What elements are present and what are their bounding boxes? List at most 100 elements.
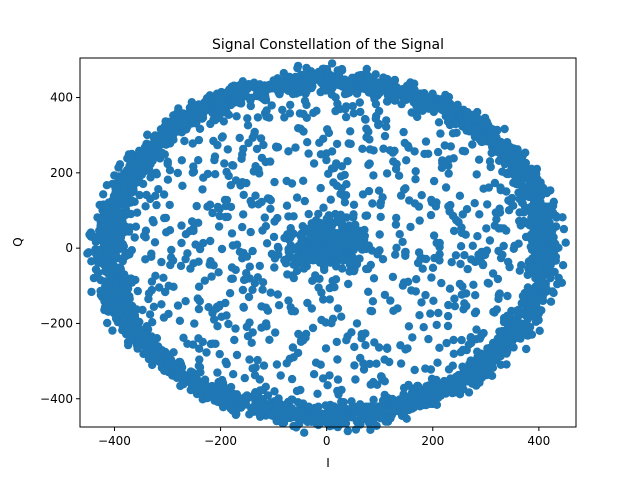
scatter-point: [299, 176, 308, 185]
scatter-point: [308, 276, 317, 285]
scatter-point: [358, 144, 367, 153]
scatter-point: [487, 148, 496, 158]
scatter-point: [374, 343, 384, 352]
scatter-point: [484, 137, 493, 146]
scatter-point: [472, 170, 481, 179]
scatter-point: [371, 78, 381, 87]
scatter-point: [519, 208, 529, 217]
scatter-point: [141, 202, 150, 211]
scatter-point: [402, 414, 411, 423]
scatter-point: [124, 227, 134, 236]
scatter-point: [340, 231, 349, 241]
scatter-point: [319, 295, 328, 304]
scatter-point: [227, 274, 236, 283]
scatter-point: [457, 290, 466, 299]
scatter-point: [206, 236, 215, 246]
scatter-point: [356, 401, 365, 410]
scatter-point: [458, 146, 467, 156]
scatter-point: [140, 155, 149, 165]
scatter-point: [504, 167, 514, 177]
scatter-point: [337, 312, 346, 321]
scatter-point: [294, 329, 303, 339]
scatter-point: [345, 260, 355, 269]
scatter-point: [141, 330, 150, 339]
scatter-point: [411, 167, 420, 176]
scatter-point: [457, 228, 467, 238]
scatter-point: [239, 210, 248, 219]
scatter-point: [379, 144, 388, 153]
scatter-point: [321, 401, 330, 410]
scatter-point: [483, 344, 492, 353]
scatter-point: [243, 114, 252, 123]
scatter-point: [224, 319, 233, 329]
scatter-point: [507, 193, 517, 203]
scatter-point: [157, 150, 166, 159]
scatter-point: [493, 274, 503, 284]
scatter-point: [421, 137, 431, 146]
scatter-point: [412, 275, 421, 284]
scatter-point: [355, 254, 364, 263]
scatter-point: [102, 181, 112, 190]
scatter-point: [255, 261, 264, 271]
scatter-point: [130, 233, 139, 242]
scatter-point: [161, 287, 170, 297]
scatter-point: [273, 290, 282, 299]
scatter-point: [333, 375, 343, 384]
scatter-point: [403, 277, 413, 286]
scatter-point: [238, 222, 247, 232]
scatter-point: [396, 341, 405, 350]
scatter-point: [258, 226, 267, 235]
scatter-point: [249, 167, 258, 176]
scatter-point: [309, 108, 318, 118]
scatter-point: [449, 349, 458, 358]
scatter-point: [414, 202, 424, 211]
scatter-point: [462, 345, 471, 355]
scatter-point: [445, 120, 455, 130]
scatter-point: [404, 405, 414, 415]
scatter-point: [364, 73, 373, 82]
scatter-point: [329, 163, 339, 173]
scatter-point: [113, 195, 123, 204]
scatter-point: [216, 93, 225, 103]
scatter-point: [450, 294, 459, 303]
scatter-point: [443, 311, 453, 321]
scatter-point: [544, 208, 553, 217]
scatter-point: [339, 256, 348, 265]
scatter-point: [213, 322, 222, 331]
scatter-point: [496, 334, 506, 344]
scatter-point: [481, 120, 490, 129]
scatter-point: [242, 252, 252, 261]
scatter-point: [445, 284, 455, 293]
scatter-point: [417, 298, 426, 307]
scatter-point: [122, 300, 131, 310]
scatter-point: [132, 317, 141, 327]
scatter-point: [366, 306, 375, 316]
scatter-point: [243, 121, 253, 130]
scatter-point: [299, 127, 308, 136]
scatter-point: [150, 238, 160, 247]
scatter-point: [435, 256, 444, 265]
scatter-point: [364, 418, 374, 428]
scatter-point: [511, 321, 520, 331]
scatter-point: [102, 259, 111, 268]
scatter-point: [524, 258, 534, 268]
scatter-point: [517, 158, 526, 167]
scatter-point: [173, 301, 183, 310]
scatter-point: [417, 191, 426, 200]
scatter-point: [194, 156, 203, 165]
scatter-point: [225, 289, 235, 298]
scatter-point: [460, 299, 469, 308]
scatter-point: [208, 208, 217, 218]
scatter-point: [493, 352, 502, 361]
scatter-point: [489, 338, 498, 348]
scatter-point: [186, 367, 196, 376]
scatter-point: [175, 316, 185, 325]
scatter-point: [382, 343, 392, 352]
scatter-point: [142, 190, 151, 200]
scatter-point: [205, 260, 214, 269]
scatter-point: [559, 224, 569, 234]
y-tick-label: 200: [50, 166, 73, 180]
scatter-point: [284, 296, 293, 305]
scatter-point: [259, 94, 268, 104]
x-tick-label: −200: [204, 434, 237, 448]
